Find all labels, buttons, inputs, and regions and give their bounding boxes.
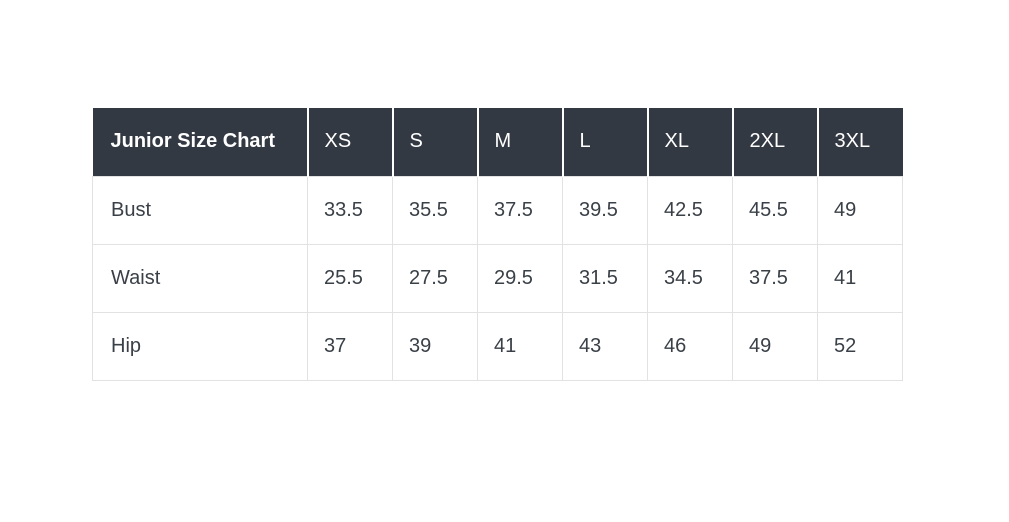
table-row-waist: Waist 25.5 27.5 29.5 31.5 34.5 37.5 41	[92, 243, 903, 313]
cell-waist-xs: 25.5	[307, 243, 393, 313]
column-header-xl: XL	[647, 108, 734, 176]
cell-waist-2xl: 37.5	[732, 243, 818, 313]
cell-hip-3xl: 52	[817, 311, 903, 381]
cell-bust-s: 35.5	[392, 175, 478, 245]
column-header-2xl: 2XL	[732, 108, 819, 176]
cell-bust-m: 37.5	[477, 175, 563, 245]
cell-waist-s: 27.5	[392, 243, 478, 313]
cell-bust-xl: 42.5	[647, 175, 733, 245]
cell-hip-xl: 46	[647, 311, 733, 381]
table-row-bust: Bust 33.5 35.5 37.5 39.5 42.5 45.5 49	[92, 175, 903, 245]
header-row: Junior Size Chart XS S M L XL 2XL 3XL	[92, 108, 903, 176]
cell-waist-l: 31.5	[562, 243, 648, 313]
cell-waist-3xl: 41	[817, 243, 903, 313]
cell-bust-l: 39.5	[562, 175, 648, 245]
row-label-hip: Hip	[92, 311, 308, 381]
size-chart-table: Junior Size Chart XS S M L XL 2XL 3XL Bu…	[92, 108, 903, 381]
cell-bust-3xl: 49	[817, 175, 903, 245]
cell-hip-s: 39	[392, 311, 478, 381]
cell-bust-xs: 33.5	[307, 175, 393, 245]
column-header-l: L	[562, 108, 649, 176]
cell-bust-2xl: 45.5	[732, 175, 818, 245]
size-chart-container: Junior Size Chart XS S M L XL 2XL 3XL Bu…	[92, 108, 903, 381]
cell-waist-xl: 34.5	[647, 243, 733, 313]
column-header-xs: XS	[307, 108, 394, 176]
table-title: Junior Size Chart	[92, 108, 309, 176]
cell-hip-2xl: 49	[732, 311, 818, 381]
column-header-s: S	[392, 108, 479, 176]
table-row-hip: Hip 37 39 41 43 46 49 52	[92, 311, 903, 381]
row-label-bust: Bust	[92, 175, 308, 245]
cell-hip-l: 43	[562, 311, 648, 381]
row-label-waist: Waist	[92, 243, 308, 313]
cell-hip-xs: 37	[307, 311, 393, 381]
column-header-3xl: 3XL	[817, 108, 903, 176]
cell-waist-m: 29.5	[477, 243, 563, 313]
cell-hip-m: 41	[477, 311, 563, 381]
column-header-m: M	[477, 108, 564, 176]
